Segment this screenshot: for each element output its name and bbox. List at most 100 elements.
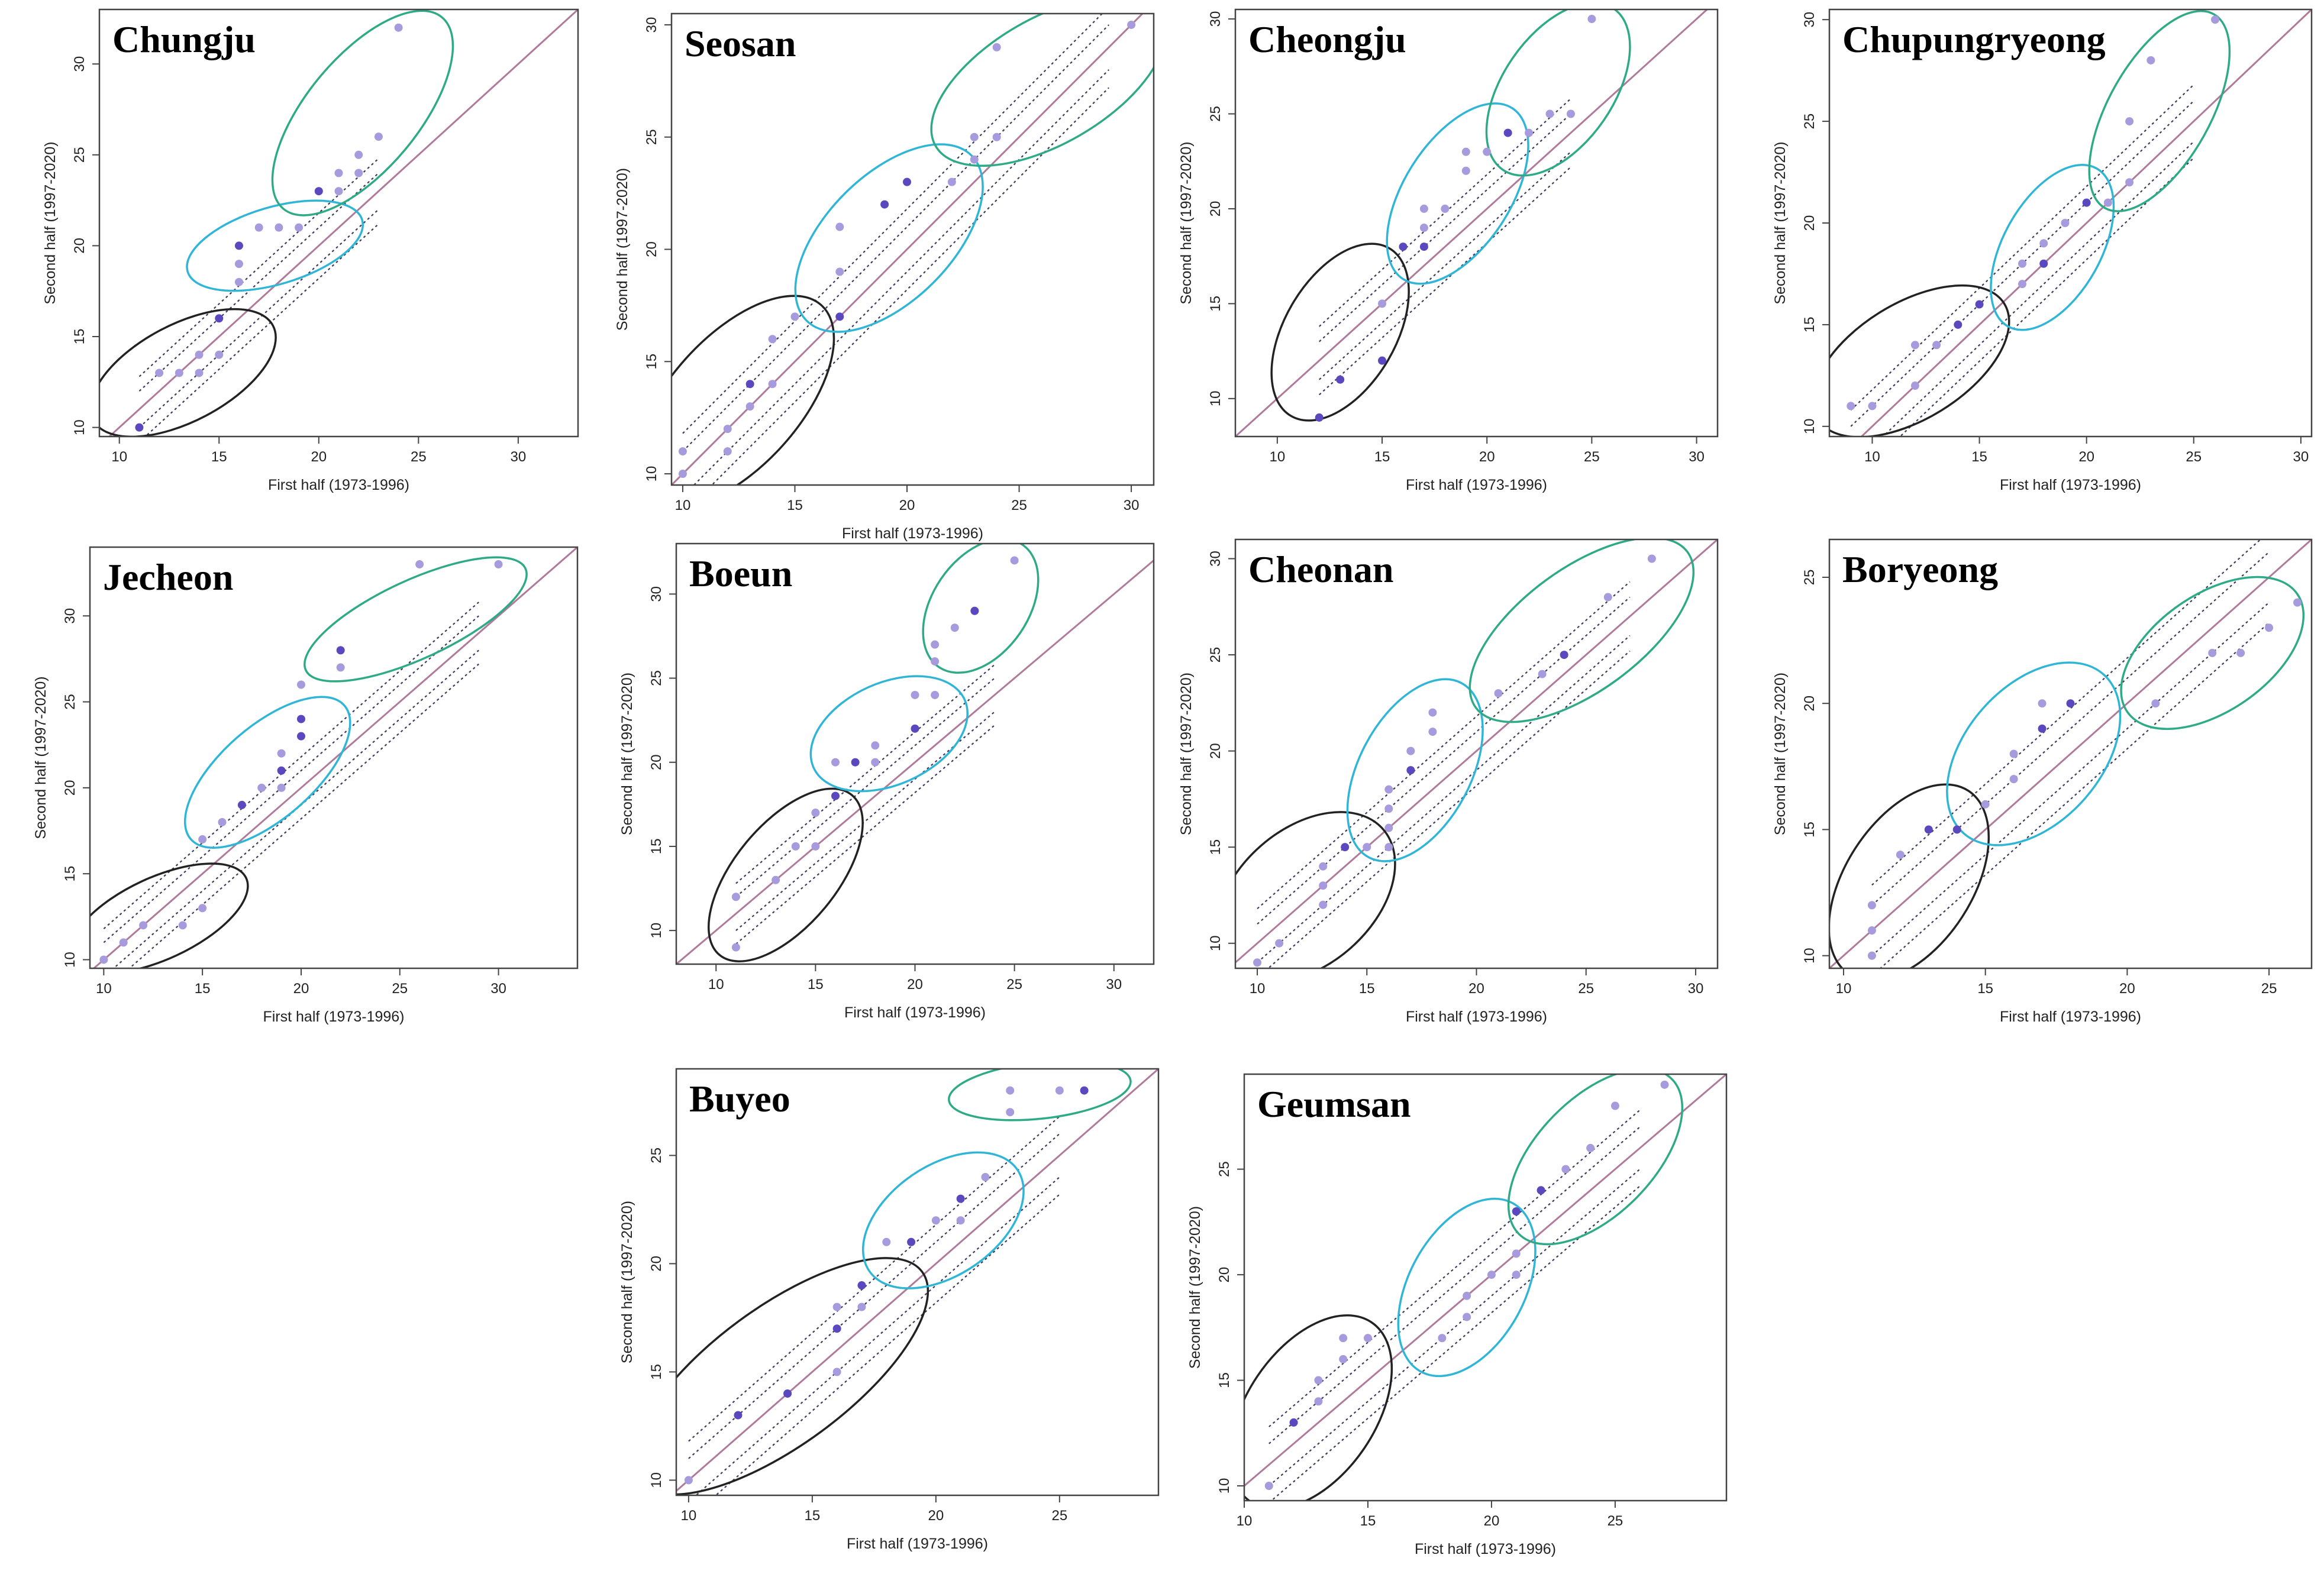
data-point [2236,648,2245,657]
data-point [354,169,363,177]
x-tick-label: 30 [1688,981,1704,997]
data-point [1603,593,1612,602]
data-point [831,791,840,800]
data-point [1981,800,1990,809]
data-point [1867,901,1876,910]
data-point [992,43,1001,51]
data-point [1503,128,1512,137]
data-point [1952,825,1961,834]
data-point [1319,881,1328,890]
data-point [956,1194,965,1203]
confidence-band-2 [693,69,1109,485]
cluster-ellipse-mid [1946,661,2122,846]
cluster-ellipse-high [1507,1074,1684,1246]
data-point [1463,1291,1471,1300]
station-title: Chupungryeong [1842,18,2106,60]
data-point [2125,178,2134,187]
panel-seosan: 10 15 20 25 30 10 15 20 25 30 First half (1973-199… [614,12,1155,542]
x-tick-label: 10 [681,1508,697,1524]
confidence-band-3 [735,664,995,884]
x-axis-label: First half (1973-1996) [2000,1009,2141,1025]
plot-area [1235,9,1709,437]
data-point [970,132,979,141]
data-point [811,842,820,851]
y-tick-label: 15 [1802,822,1818,838]
data-point [119,938,128,947]
x-tick-label: 20 [1484,1513,1500,1529]
x-tick-label: 15 [1374,449,1390,465]
data-point [1339,1355,1348,1363]
confidence-band-1 [103,615,479,943]
plot-area [1829,9,2312,437]
panel-cheonan: 10 15 20 25 30 10 15 20 25 30 First half (1973-199… [1178,538,1719,1025]
confidence-band-4 [1267,650,1631,968]
y-axis-label: Second half (1997-2020) [1772,673,1789,835]
station-title: Buyeo [689,1078,790,1120]
data-point [734,1411,743,1420]
data-point [234,260,243,269]
cluster-ellipse-mid [809,675,969,793]
data-point [1487,1271,1496,1279]
y-tick-label: 10 [1208,390,1224,406]
data-point [832,1302,841,1311]
data-point [684,1476,693,1485]
plot-frame [1828,538,2313,969]
x-tick-label: 10 [1864,449,1880,465]
data-point [257,783,266,792]
y-tick-label: 15 [62,866,78,882]
confidence-band-1 [1871,551,2270,906]
y-tick-label: 25 [62,694,78,710]
plot-area [90,547,577,968]
x-tick-label: 25 [1051,1508,1067,1524]
y-tick-label: 10 [62,952,78,968]
data-point [1512,1249,1521,1258]
data-point [811,809,820,817]
data-point [2125,117,2134,126]
x-tick-label: 25 [1006,977,1022,993]
x-tick-label: 20 [1479,449,1495,465]
y-tick-label: 15 [1216,1372,1232,1388]
cluster-ellipse-low [90,862,249,968]
x-tick-label: 15 [787,497,803,513]
x-tick-label: 15 [1971,449,1987,465]
y-tick-label: 30 [1208,11,1224,27]
data-point [1924,825,1933,834]
plot-frame [1243,1073,1728,1502]
data-point [1399,243,1408,251]
data-point [1428,728,1437,736]
confidence-band-4 [711,87,1109,485]
y-tick-label: 20 [1802,215,1818,231]
x-axis-label: First half (1973-1996) [263,1009,404,1025]
data-point [832,1324,841,1333]
data-point [198,835,207,844]
data-point [218,817,227,826]
cluster-ellipse-low [99,308,277,437]
data-point [334,169,343,177]
data-point [1384,823,1393,832]
panel-cheongju: 10 15 20 25 30 10 15 20 25 30 First half (1973-199… [1178,8,1719,493]
x-tick-label: 10 [1250,981,1266,997]
confidence-band-1 [1319,113,1571,342]
x-tick-label: 20 [293,981,309,997]
y-axis-label: Second half (1997-2020) [42,141,59,304]
data-point [254,223,263,232]
data-point [175,369,183,377]
data-point [731,893,740,901]
data-point [1314,1397,1323,1406]
x-tick-label: 20 [1468,981,1484,997]
data-point [931,1216,940,1225]
confidence-band-3 [682,14,1103,434]
panel-geumsan: 10 15 20 25 10 15 20 25 First half (1973-1996) Se… [1187,1073,1728,1557]
data-point [1660,1080,1669,1089]
reference-line-1to1 [676,559,1154,964]
data-point [99,955,108,964]
data-point [1419,243,1428,251]
cluster-ellipse-low [672,295,835,485]
x-tick-label: 30 [511,449,527,465]
x-tick-label: 20 [928,1508,944,1524]
data-point [970,155,979,164]
station-title: Jecheon [103,556,233,598]
data-point [277,749,286,758]
confidence-band-3 [138,158,379,377]
data-point [374,132,383,141]
